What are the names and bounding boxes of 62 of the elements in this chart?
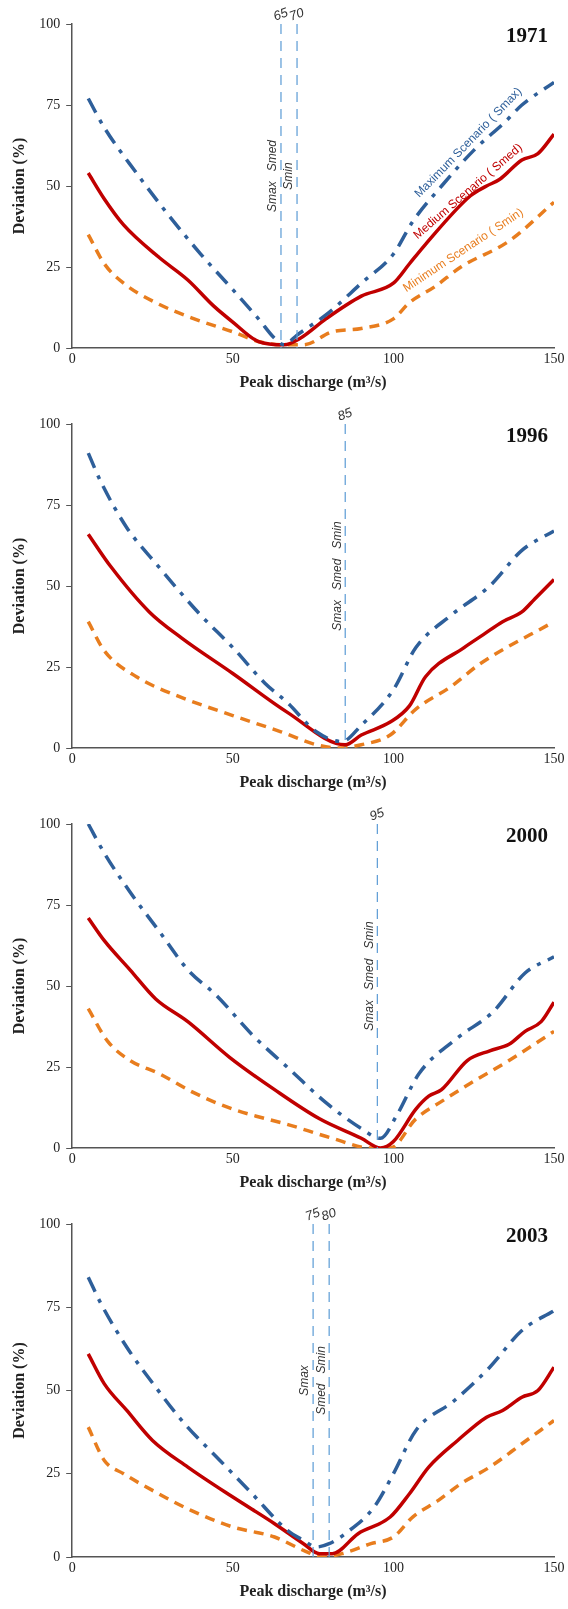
chart-title: 2000 <box>506 822 548 847</box>
line-series <box>86 80 554 347</box>
y-tick-label: 75 <box>46 896 61 912</box>
chart-title: 2003 <box>506 1222 548 1247</box>
ref-line-label: 95 <box>367 804 387 824</box>
y-tick-label: 25 <box>46 1465 61 1481</box>
x-tick-label: 150 <box>543 351 565 367</box>
y-tick-label: 0 <box>53 1139 61 1155</box>
y-tick-label: 0 <box>53 1548 61 1564</box>
x-axis-title: Peak discharge (m³/s) <box>239 372 387 391</box>
x-tick-label: 50 <box>225 1151 240 1167</box>
y-tick-label: 0 <box>53 339 61 355</box>
x-tick-label: 0 <box>68 751 76 767</box>
y-tick-label: 25 <box>46 658 61 674</box>
x-axis-title: Peak discharge (m³/s) <box>239 772 387 791</box>
y-tick-label: 50 <box>46 577 61 593</box>
y-tick-label: 100 <box>39 1215 61 1231</box>
y-tick-label: 100 <box>39 415 61 431</box>
x-tick-label: 50 <box>225 351 240 367</box>
chart-title: 1971 <box>506 22 548 47</box>
y-tick-label: 50 <box>46 177 61 193</box>
x-tick-label: 0 <box>68 1560 76 1576</box>
annotation: Smin <box>281 162 296 190</box>
x-tick-label: 150 <box>543 1151 565 1167</box>
x-tick-label: 150 <box>543 1560 565 1576</box>
x-axis-title: Peak discharge (m³/s) <box>239 1581 387 1600</box>
annotation: Smax <box>297 1364 312 1396</box>
annotation: Smax Smed Smin <box>329 521 344 631</box>
y-tick-label: 50 <box>46 977 61 993</box>
y-tick-label: 75 <box>46 96 61 112</box>
y-tick-label: 75 <box>46 1298 61 1314</box>
annotation: Smax Smed Smin <box>361 921 376 1031</box>
x-axis-title: Peak discharge (m³/s) <box>239 1172 387 1191</box>
x-tick-label: 100 <box>382 1151 404 1167</box>
x-tick-label: 100 <box>382 751 404 767</box>
y-tick-label: 100 <box>39 815 61 831</box>
y-axis-title: Deviation (%) <box>9 537 28 635</box>
line-series <box>86 451 554 744</box>
annotation: Smax Smed <box>265 139 280 213</box>
y-tick-label: 25 <box>46 258 61 274</box>
line-series <box>86 1275 554 1549</box>
x-tick-label: 50 <box>225 751 240 767</box>
chart-title: 1996 <box>506 422 548 447</box>
y-axis-title: Deviation (%) <box>9 1342 28 1439</box>
line-series <box>86 824 554 1141</box>
line-series <box>86 916 554 1148</box>
y-axis-title: Deviation (%) <box>9 137 28 235</box>
x-tick-label: 50 <box>225 1560 240 1576</box>
y-tick-label: 100 <box>39 15 61 31</box>
x-tick-label: 100 <box>382 351 404 367</box>
x-tick-label: 100 <box>382 1560 404 1576</box>
y-tick-label: 50 <box>46 1382 61 1398</box>
x-tick-label: 0 <box>68 351 76 367</box>
x-tick-label: 0 <box>68 1151 76 1167</box>
y-tick-label: 75 <box>46 496 61 512</box>
y-tick-label: 25 <box>46 1058 61 1074</box>
x-tick-label: 150 <box>543 751 565 767</box>
y-tick-label: 0 <box>53 739 61 755</box>
line-series <box>86 1418 554 1557</box>
ref-line-label: 85 <box>335 404 355 424</box>
annotation: Smed Smin <box>313 1345 328 1415</box>
y-axis-title: Deviation (%) <box>9 937 28 1035</box>
